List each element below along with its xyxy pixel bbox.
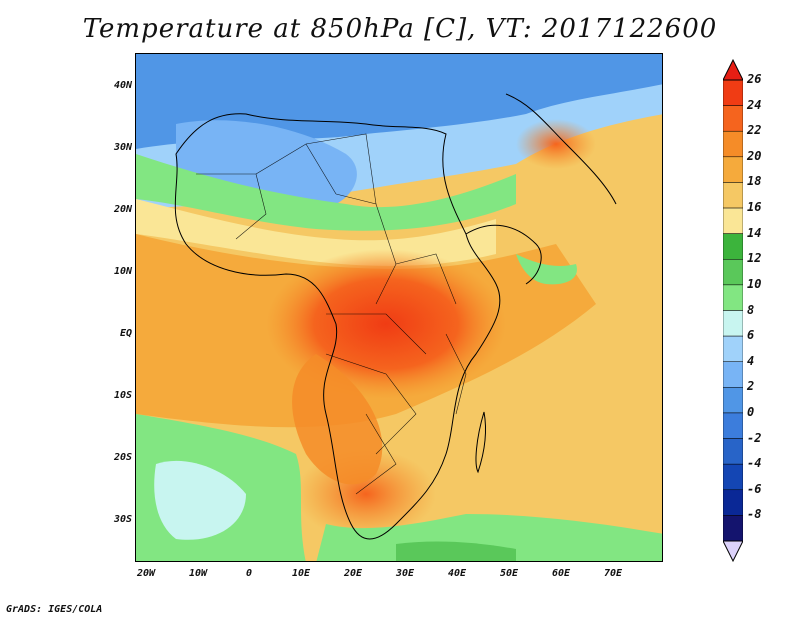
- indian-ocean-green-patch: [516, 254, 577, 285]
- coastlines: [174, 93, 617, 540]
- colorbar-segment: [723, 438, 743, 465]
- colorbar-label: 22: [747, 123, 762, 138]
- colorbar-label: 8: [747, 302, 755, 317]
- colorbar-segment: [723, 387, 743, 414]
- x-tick-label: 50E: [499, 568, 519, 579]
- colorbar-segment: [723, 130, 743, 158]
- colorbar-label: 4: [747, 353, 755, 368]
- x-tick-label: 20E: [343, 568, 363, 579]
- colorbar-label: -2: [747, 430, 762, 445]
- map-title: Temperature at 850hPa [C], VT: 201712260…: [82, 14, 718, 44]
- y-tick-label: 20S: [113, 452, 132, 463]
- colorbar-label: 18: [747, 174, 762, 189]
- x-tick-label: 70E: [603, 568, 623, 579]
- sahel-green-band: [136, 154, 516, 231]
- warm-belt: [136, 199, 496, 266]
- x-tick-label: 40E: [447, 568, 467, 579]
- country-borders: [196, 133, 467, 495]
- x-tick-label: 30E: [395, 568, 415, 579]
- colorbar-label: 12: [747, 251, 762, 266]
- colorbar-segment: [723, 207, 743, 234]
- colorbar-segment: [723, 259, 743, 286]
- angola-warm: [292, 354, 383, 485]
- y-tick-label: 40N: [113, 80, 132, 91]
- arabia-hot-spot: [516, 119, 596, 169]
- colorbar-segment: [723, 182, 743, 209]
- colorbar: [723, 58, 743, 563]
- southern-ocean-dark-green: [396, 541, 516, 561]
- x-tick-label: 10W: [188, 568, 208, 579]
- colorbar-label: 26: [747, 72, 762, 86]
- colorbar-label: 24: [747, 97, 762, 112]
- colorbar-label: 20: [747, 148, 762, 163]
- map-canvas: [136, 54, 662, 561]
- colorbar-segment: [723, 284, 743, 311]
- colorbar-label: 2: [747, 379, 755, 394]
- y-tick-label: 30S: [113, 514, 132, 525]
- temperature-map: [135, 53, 663, 562]
- colorbar-segment: [723, 233, 743, 260]
- colorbar-segment: [723, 156, 743, 183]
- colorbar-segment: [723, 463, 743, 491]
- x-tick-label: 20W: [136, 568, 156, 579]
- grads-credit: GrADS: IGES/COLA: [6, 604, 103, 615]
- y-tick-label: 10N: [113, 266, 132, 277]
- y-tick-label: 10S: [113, 390, 132, 401]
- colorbar-label: 14: [747, 225, 762, 240]
- colorbar-label: 6: [747, 328, 755, 343]
- x-tick-label: 60E: [551, 568, 571, 579]
- colorbar-bottom-arrow: [723, 540, 743, 563]
- x-tick-label: 0: [245, 568, 253, 579]
- colorbar-label: 0: [747, 404, 755, 419]
- y-tick-label: 20N: [113, 204, 132, 215]
- colorbar-segment: [723, 515, 743, 542]
- colorbar-segment: [723, 310, 743, 337]
- x-tick-label: 10E: [291, 568, 311, 579]
- y-tick-label: EQ: [119, 328, 132, 339]
- colorbar-segment: [723, 105, 743, 132]
- colorbar-segment: [723, 79, 743, 106]
- colorbar-top-arrow: [723, 58, 743, 81]
- colorbar-label: 16: [747, 200, 762, 215]
- y-tick-label: 30N: [113, 142, 132, 153]
- colorbar-segment: [723, 335, 743, 362]
- colorbar-segment: [723, 361, 743, 388]
- colorbar-segment: [723, 489, 743, 516]
- colorbar-label: 10: [747, 276, 762, 291]
- colorbar-label: -6: [747, 481, 762, 496]
- colorbar-label: -8: [747, 507, 762, 522]
- colorbar-label: -4: [747, 456, 762, 471]
- colorbar-segment: [723, 412, 743, 439]
- south-atlantic-cool-patch: [154, 460, 246, 540]
